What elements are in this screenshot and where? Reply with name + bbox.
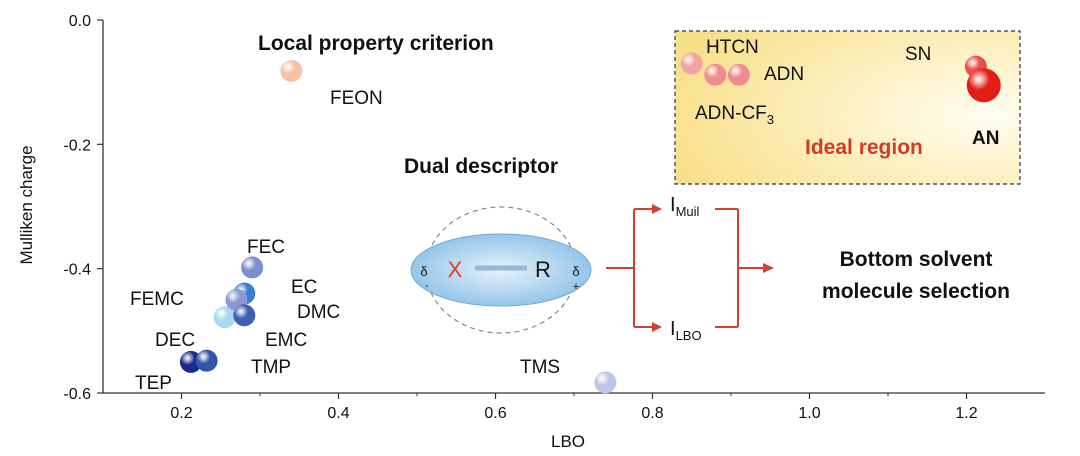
arrow-head-bottom bbox=[652, 322, 662, 332]
ideal-region-box bbox=[674, 30, 1021, 185]
point-htcn bbox=[680, 52, 703, 75]
point-fec bbox=[241, 256, 264, 279]
label-tmp: TMP bbox=[251, 357, 291, 378]
dual-descriptor-diagram: X R δ - δ + bbox=[410, 206, 592, 334]
x-tick-label: 0.6 bbox=[484, 405, 506, 422]
point-emc bbox=[233, 304, 256, 327]
x-tick-label: 0.4 bbox=[327, 405, 349, 422]
label-fec: FEC bbox=[247, 237, 285, 258]
y-tick-label: -0.6 bbox=[63, 386, 91, 403]
dual-descriptor-title: Dual descriptor bbox=[404, 155, 558, 178]
x-tick-label: 0.2 bbox=[170, 405, 192, 422]
arrow-heads bbox=[652, 204, 774, 332]
arrow-head-top bbox=[652, 204, 662, 214]
label-tep: TEP bbox=[135, 373, 172, 394]
i-muil-label: IMuil bbox=[670, 194, 700, 219]
x-axis-label: LBO bbox=[551, 432, 585, 451]
atom-r: R bbox=[535, 257, 551, 282]
bottom-solvent-line1: Bottom solvent bbox=[840, 248, 993, 271]
point-femc bbox=[213, 306, 236, 329]
point-dec bbox=[179, 350, 202, 373]
label-dmc: DMC bbox=[297, 302, 340, 323]
y-axis-label: Mulliken charge bbox=[17, 145, 36, 264]
data-points bbox=[179, 52, 1001, 394]
label-adn-cf3: ADN-CF3 bbox=[695, 103, 774, 127]
descriptor-arrows bbox=[606, 208, 765, 328]
i-lbo-label: ILBO bbox=[670, 318, 702, 343]
label-feon: FEON bbox=[330, 88, 383, 109]
label-sn: SN bbox=[905, 44, 931, 65]
x-tick-label: 1.2 bbox=[955, 405, 977, 422]
point-an bbox=[966, 68, 1001, 103]
y-tick-label: -0.2 bbox=[63, 137, 91, 154]
point-adn bbox=[704, 63, 727, 86]
axes: 0.2 0.4 0.6 0.8 1.0 1.2 0.0 -0.2 -0.4 -0.6 bbox=[63, 13, 1045, 422]
label-femc: FEMC bbox=[130, 289, 184, 310]
delta-minus-sign: - bbox=[425, 280, 429, 292]
point-tmp bbox=[195, 349, 218, 372]
point-feon bbox=[280, 59, 303, 82]
point-tms bbox=[594, 371, 617, 394]
delta-plus-sign: + bbox=[573, 281, 579, 293]
label-dec: DEC bbox=[155, 330, 195, 351]
atom-x: X bbox=[448, 257, 463, 282]
label-tms: TMS bbox=[520, 357, 560, 378]
label-an: AN bbox=[972, 128, 999, 149]
point-labels: FEON FEC EC FEMC DMC EMC DEC TMP TEP TMS… bbox=[130, 37, 999, 394]
local-property-title: Local property criterion bbox=[258, 32, 494, 55]
delta-minus: δ bbox=[420, 264, 427, 279]
x-tick-label: 0.8 bbox=[641, 405, 663, 422]
bottom-solvent-line2: molecule selection bbox=[822, 280, 1010, 303]
axis-ticks: 0.2 0.4 0.6 0.8 1.0 1.2 0.0 -0.2 -0.4 -0.6 bbox=[63, 13, 977, 422]
label-htcn: HTCN bbox=[706, 37, 759, 58]
label-ec: EC bbox=[291, 277, 317, 298]
arrow-head-right bbox=[763, 263, 774, 273]
x-tick-label: 1.0 bbox=[798, 405, 820, 422]
point-adn-cf3 bbox=[727, 63, 750, 86]
label-emc: EMC bbox=[265, 330, 307, 351]
y-tick-label: -0.4 bbox=[63, 262, 91, 279]
ideal-region-label: Ideal region bbox=[805, 136, 923, 159]
y-tick-label: 0.0 bbox=[69, 13, 91, 30]
delta-plus: δ bbox=[572, 264, 579, 279]
label-adn: ADN bbox=[764, 64, 804, 85]
